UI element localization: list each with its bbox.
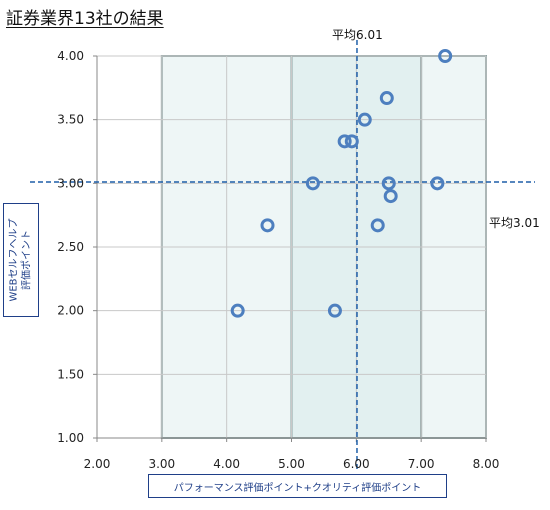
data-points — [230, 49, 453, 318]
y-tick-label-1: 1.50 — [57, 367, 84, 381]
y-axis-label-line-2: 評価ポイント — [22, 230, 34, 291]
data-point-4 — [344, 134, 359, 149]
y-axis-label: WEBセルフヘルプ 評価ポイント — [8, 218, 34, 301]
data-point-8 — [383, 189, 398, 204]
x-tick-label-4: 6.00 — [343, 457, 370, 471]
y-tick-label-3: 2.50 — [57, 240, 84, 254]
data-point-10 — [370, 218, 385, 233]
x-tick-label-5: 7.00 — [408, 457, 435, 471]
x-tick-label-3: 5.00 — [278, 457, 305, 471]
y-tick-label-4: 3.00 — [57, 176, 84, 190]
x-tick-label-0: 2.00 — [84, 457, 111, 471]
data-point-7 — [430, 176, 445, 191]
data-point-5 — [305, 176, 320, 191]
y-axis-label-box: WEBセルフヘルプ 評価ポイント — [3, 203, 39, 317]
y-tick-label-2: 2.00 — [57, 304, 84, 318]
x-tick-label-6: 8.00 — [473, 457, 500, 471]
reference-y-label: 平均3.01 — [489, 216, 540, 230]
y-tick-label-5: 3.50 — [57, 113, 84, 127]
reference-x-label: 平均6.01 — [332, 28, 383, 42]
x-tick-label-2: 4.00 — [213, 457, 240, 471]
data-point-2 — [357, 112, 372, 127]
data-point-9 — [260, 218, 275, 233]
data-point-3 — [337, 134, 352, 149]
reference-lines — [30, 40, 535, 470]
x-tick-label-1: 3.00 — [148, 457, 175, 471]
tick-labels: 2.00 3.00 4.00 5.00 6.00 7.00 8.00 1.00 1.50 2.00… — [57, 49, 499, 471]
y-tick-label-6: 4.00 — [57, 49, 84, 63]
data-point-6 — [381, 176, 396, 191]
data-point-1 — [379, 91, 394, 106]
chart-title: 証券業界13社の結果 — [6, 9, 164, 29]
axes — [93, 55, 487, 442]
y-tick-label-0: 1.00 — [57, 431, 84, 445]
data-point-0 — [438, 49, 453, 63]
x-axis-label: パフォーマンス評価ポイント+クオリティ評価ポイント — [148, 474, 447, 498]
data-point-12 — [327, 303, 342, 318]
y-axis-label-line-1: WEBセルフヘルプ — [9, 218, 21, 302]
data-point-11 — [230, 303, 245, 318]
